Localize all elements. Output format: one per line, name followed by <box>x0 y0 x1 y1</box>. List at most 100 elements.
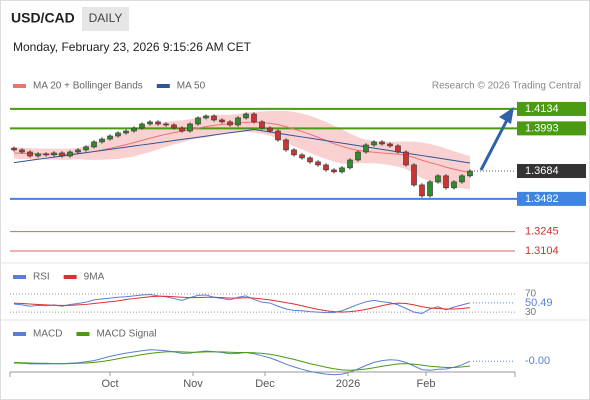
level-label: 1.3684 <box>525 165 559 177</box>
level-box <box>517 191 586 206</box>
candle-body <box>171 124 177 129</box>
subtitle: Monday, February 23, 2026 9:15:26 AM CET <box>13 40 252 54</box>
candle-body <box>59 152 65 157</box>
candle-body <box>219 119 225 123</box>
legend-swatch <box>13 84 26 88</box>
x-tick-label: Oct <box>101 378 118 390</box>
candle-body <box>419 184 425 197</box>
candle-body <box>283 139 289 151</box>
macd-value-label: -0.00 <box>525 355 550 367</box>
forecast-arrow <box>479 119 509 171</box>
candle-body <box>131 127 137 132</box>
candle-body <box>19 149 25 153</box>
candle-body <box>99 138 105 143</box>
candle-body <box>27 151 33 157</box>
candle-body <box>195 117 201 125</box>
plot: 1.4134 1.3993 1.3684 1.3482 1.3245 1.3104 MA 2… <box>10 81 586 390</box>
level-label: 1.3993 <box>525 122 559 134</box>
candle-body <box>403 151 409 166</box>
candle-body <box>11 147 17 151</box>
rsi-tick-label: 30 <box>525 307 537 318</box>
rsi-tick-label: 70 <box>525 289 537 300</box>
candle-body <box>339 167 345 173</box>
candle-body <box>435 175 441 183</box>
source: Research © 2026 Trading Central <box>432 81 581 92</box>
x-tick-label: Dec <box>255 378 275 390</box>
candle-body <box>411 164 417 186</box>
level-label: 1.4134 <box>525 103 559 115</box>
legend-swatch <box>63 275 77 279</box>
candle-body <box>211 115 217 121</box>
candle-body <box>115 132 121 137</box>
level-box <box>517 101 586 116</box>
candle-body <box>443 175 449 189</box>
macd-line <box>13 351 471 371</box>
level-label: 1.3482 <box>525 193 559 205</box>
level-label: 1.3245 <box>525 225 559 237</box>
rsi-value-label: 50.49 <box>525 297 553 309</box>
candle-body <box>379 141 385 145</box>
candle-body <box>107 135 113 140</box>
candle-body <box>67 151 73 157</box>
level-box <box>517 164 586 179</box>
candle-body <box>259 121 265 129</box>
badge: DAILY <box>89 11 123 25</box>
chart-title: USD/CAD <box>11 10 75 26</box>
candle-body <box>147 121 153 125</box>
candle-body <box>35 153 41 157</box>
candle-body <box>275 130 281 141</box>
candle-body <box>315 161 321 166</box>
candle-body <box>331 169 337 173</box>
candle-body <box>307 157 313 163</box>
level-box <box>517 121 586 136</box>
candle-body <box>267 127 273 132</box>
candle-body <box>363 144 369 153</box>
candle-body <box>291 149 297 156</box>
rsi-line <box>13 295 471 313</box>
candle-body <box>243 113 249 119</box>
legend-label: MACD <box>33 329 62 340</box>
candle-body <box>355 151 361 161</box>
candle-body <box>467 170 473 177</box>
candle-body <box>51 152 57 156</box>
legend-swatch <box>13 275 26 279</box>
level-label: 1.3104 <box>525 245 559 257</box>
candle-body <box>179 127 185 132</box>
x-tick-label: Feb <box>417 378 436 390</box>
candle-body <box>371 141 377 146</box>
legend-label: MA 20 + Bollinger Bands <box>33 81 143 92</box>
badge-bg <box>82 7 129 31</box>
legend-label: MA 50 <box>177 81 206 92</box>
legend-label: MACD Signal <box>96 329 156 340</box>
candle-body <box>203 115 209 119</box>
candle-body <box>347 159 353 169</box>
legend-swatch <box>156 84 170 88</box>
x-tick-label: Nov <box>183 378 203 390</box>
legend-swatch <box>13 332 26 336</box>
candle-body <box>155 121 161 125</box>
candle-body <box>43 153 49 156</box>
candle-body <box>139 123 145 129</box>
candle-body <box>395 145 401 153</box>
candle-body <box>299 154 305 159</box>
candle-body <box>163 123 169 126</box>
candle-body <box>459 175 465 183</box>
candle-body <box>187 123 193 132</box>
candle-body <box>75 149 81 153</box>
candle-body <box>323 164 329 171</box>
candle-body <box>451 181 457 189</box>
candle-body <box>227 121 233 126</box>
candle-body <box>91 141 97 148</box>
legend-label: 9MA <box>84 272 105 283</box>
moving-average <box>13 128 471 164</box>
candle-body <box>123 130 129 134</box>
forecast-arrowhead <box>499 107 514 124</box>
candle-body <box>427 181 433 197</box>
legend-swatch <box>76 332 90 336</box>
candle-body <box>251 113 257 123</box>
candle-body <box>387 143 393 147</box>
candle-body <box>83 146 89 151</box>
x-tick-label: 2026 <box>336 378 360 390</box>
